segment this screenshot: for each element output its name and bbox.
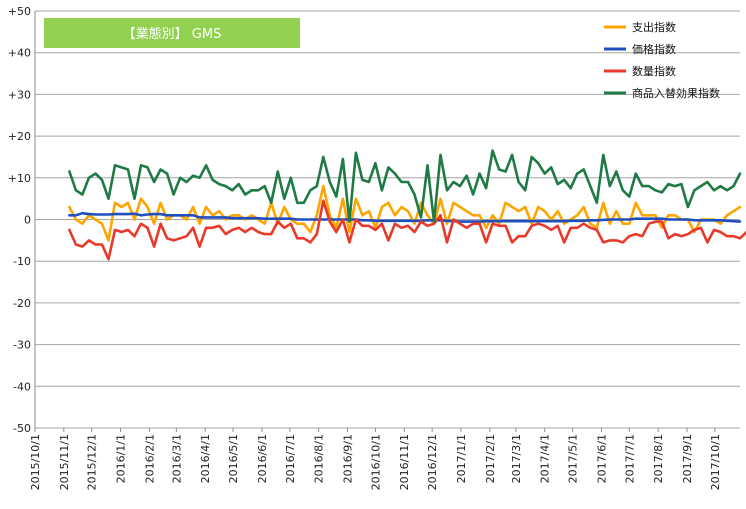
y-tick-label: -10 xyxy=(13,255,31,268)
x-tick-label: 2015/12/1 xyxy=(86,434,99,490)
x-tick-label: 2016/2/1 xyxy=(143,434,156,483)
y-tick-label: +40 xyxy=(8,47,31,60)
x-tick-label: 2017/3/1 xyxy=(510,434,523,483)
x-tick-label: 2016/12/1 xyxy=(426,434,439,490)
x-tick-label: 2016/8/1 xyxy=(313,434,326,483)
x-tick-label: 2016/3/1 xyxy=(170,434,183,483)
x-tick-label: 2016/5/1 xyxy=(227,434,240,483)
series-line-0 xyxy=(68,184,742,242)
y-tick-label: -20 xyxy=(13,297,31,310)
x-tick-label: 2017/8/1 xyxy=(652,434,665,483)
x-tick-label: 2016/1/1 xyxy=(115,434,128,483)
chart-title: 【業態別】 GMS xyxy=(123,26,222,42)
x-tick-label: 2017/1/1 xyxy=(455,434,468,483)
y-tick-label: -50 xyxy=(13,422,31,435)
x-tick-label: 2017/6/1 xyxy=(595,434,608,483)
x-tick-label: 2017/2/1 xyxy=(484,434,497,483)
y-tick-label: +20 xyxy=(8,130,31,143)
legend-label-1: 価格指数 xyxy=(632,42,676,56)
y-tick-label: +30 xyxy=(8,88,31,101)
x-tick-label: 2017/9/1 xyxy=(681,434,694,483)
x-tick-label: 2015/10/1 xyxy=(29,434,42,490)
y-tick-label: +10 xyxy=(8,172,31,185)
x-tick-label: 2015/11/1 xyxy=(58,434,71,490)
series-line-3 xyxy=(68,149,742,223)
y-tick-label: +50 xyxy=(8,5,31,18)
x-tick-labels: 2015/10/1 2015/11/1 2015/12/1 2016/1/1 2016/… xyxy=(29,434,722,490)
y-tick-labels: +50 +40 +30 +20 +10 0 -10 -20 -30 -40 -50 xyxy=(8,5,31,435)
legend-label-0: 支出指数 xyxy=(632,20,676,34)
x-tick-label: 2016/4/1 xyxy=(199,434,212,483)
y-tick-label: -30 xyxy=(13,339,31,352)
legend-label-3: 商品入替効果指数 xyxy=(632,86,720,100)
x-tick-label: 2017/7/1 xyxy=(623,434,636,483)
x-tick-label: 2016/10/1 xyxy=(369,434,382,490)
title-box: 【業態別】 GMS xyxy=(44,18,300,48)
x-tick-label: 2016/7/1 xyxy=(284,434,297,483)
x-tick-label: 2016/11/1 xyxy=(398,434,411,490)
x-tick-label: 2017/4/1 xyxy=(539,434,552,483)
x-tick-label: 2016/6/1 xyxy=(256,434,269,483)
y-tick-label: 0 xyxy=(24,214,31,227)
series-line-1 xyxy=(68,211,742,223)
x-tick-label: 2016/9/1 xyxy=(342,434,355,483)
series-line-2 xyxy=(68,199,746,261)
x-tick-label: 2017/5/1 xyxy=(567,434,580,483)
y-tick-label: -40 xyxy=(13,380,31,393)
x-tick-label: 2017/10/1 xyxy=(709,434,722,490)
legend-label-2: 数量指数 xyxy=(632,64,676,78)
series-lines xyxy=(68,149,746,261)
title-background xyxy=(44,18,300,48)
axes xyxy=(34,11,716,432)
